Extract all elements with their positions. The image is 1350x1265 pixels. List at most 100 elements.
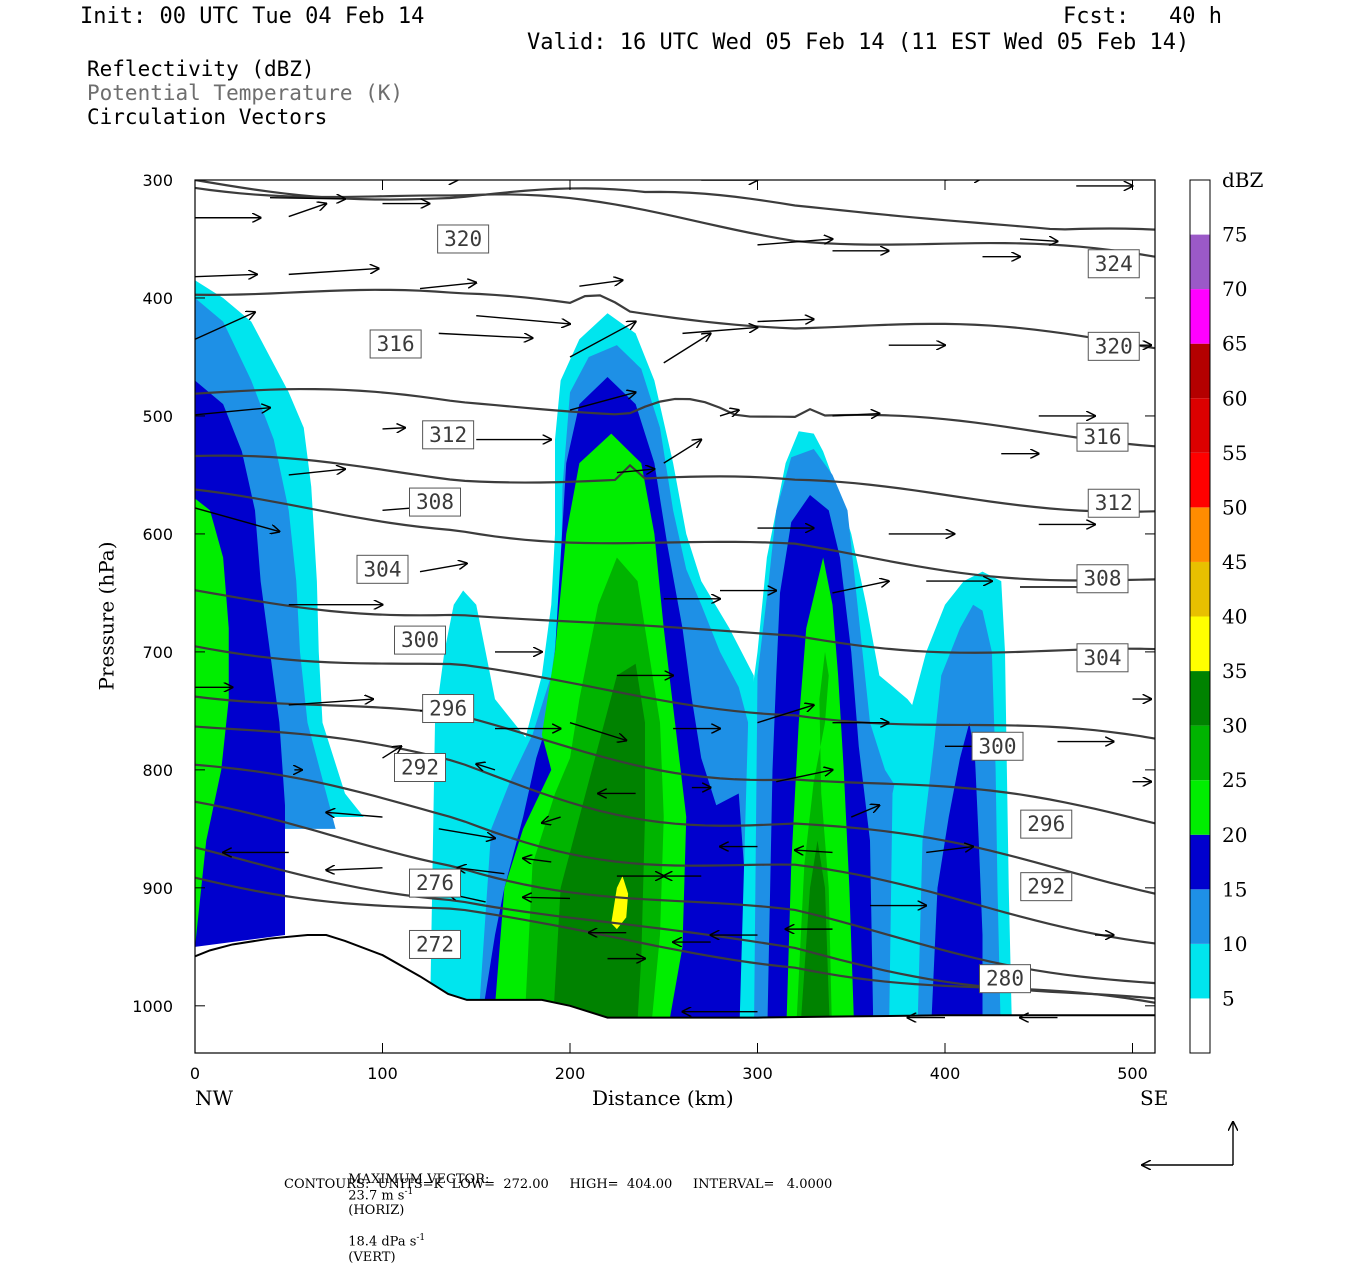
max-vector-vert: 18.4 dPa s bbox=[348, 1234, 417, 1250]
theta-label-box bbox=[1087, 249, 1140, 279]
theta-label: 296 bbox=[429, 697, 467, 721]
circulation-vector bbox=[926, 847, 973, 854]
colorbar-label: 20 bbox=[1222, 823, 1247, 847]
theta-contour-312 bbox=[195, 387, 1155, 448]
circulation-vector bbox=[195, 274, 257, 276]
cell-mid-level-30-fill bbox=[798, 840, 831, 1053]
theta-label: 316 bbox=[377, 332, 415, 356]
colorbar-swatch bbox=[1190, 180, 1210, 235]
theta-label: 272 bbox=[416, 932, 454, 956]
theta-label-box bbox=[1076, 422, 1129, 452]
colorbar-swatch bbox=[1190, 834, 1210, 890]
colorbar-label: 75 bbox=[1222, 223, 1247, 247]
y-tick-label: 700 bbox=[142, 643, 173, 662]
theta-label: 324 bbox=[1095, 252, 1133, 276]
theta-label-box bbox=[356, 554, 409, 584]
circulation-vector bbox=[579, 280, 622, 287]
x-tick-label: 400 bbox=[930, 1064, 961, 1083]
cell-se bbox=[888, 571, 1013, 1053]
colorbar-frame bbox=[1189, 179, 1211, 1054]
circulation-vector bbox=[832, 581, 889, 594]
x-tick-label: 300 bbox=[742, 1064, 773, 1083]
y-tick-label: 500 bbox=[142, 407, 173, 426]
theta-contour-320 bbox=[195, 180, 1155, 231]
x-tick-label: 0 bbox=[190, 1064, 200, 1083]
colorbar-units: dBZ bbox=[1222, 168, 1264, 192]
x-tick-label: 200 bbox=[555, 1064, 586, 1083]
circulation-vector bbox=[1001, 156, 1076, 158]
theta-label-box bbox=[1087, 488, 1140, 518]
theta-label: 280 bbox=[986, 967, 1024, 991]
colorbar-label: 15 bbox=[1222, 877, 1247, 901]
circulation-vector bbox=[832, 414, 880, 416]
circulation-vector bbox=[382, 746, 402, 759]
y-tick-label: 800 bbox=[142, 761, 173, 780]
max-vector-vert-tag: (VERT) bbox=[348, 1249, 396, 1265]
colorbar-swatch bbox=[1190, 780, 1210, 835]
colorbar-label: 5 bbox=[1222, 986, 1235, 1010]
colorbar-swatch bbox=[1190, 889, 1210, 944]
theta-label: 300 bbox=[401, 628, 439, 652]
theta-contour-308 bbox=[195, 454, 1155, 513]
colorbar-swatch bbox=[1190, 671, 1210, 726]
colorbar-label: 60 bbox=[1222, 386, 1247, 410]
cell-se-level-15-fill bbox=[930, 722, 983, 1053]
colorbar-swatch bbox=[1190, 616, 1210, 672]
y-tick-label: 300 bbox=[142, 171, 173, 190]
theta-label: 304 bbox=[1084, 646, 1122, 670]
theta-label-box bbox=[409, 868, 461, 898]
circulation-vector bbox=[419, 563, 467, 573]
colorbar-swatch bbox=[1190, 561, 1210, 617]
theta-label-box bbox=[1020, 872, 1073, 902]
circulation-vector bbox=[288, 204, 327, 218]
circulation-vector bbox=[476, 764, 496, 770]
theta-contour-288 bbox=[195, 725, 1155, 895]
theta-contour-296 bbox=[195, 645, 1155, 740]
theta-label-box bbox=[422, 420, 475, 450]
theta-label-box bbox=[1076, 643, 1129, 673]
theta-label: 308 bbox=[1084, 567, 1122, 591]
circulation-vector bbox=[195, 312, 255, 340]
circulation-vector bbox=[326, 868, 383, 870]
theta-label: 320 bbox=[444, 227, 482, 251]
y-tick-label: 900 bbox=[142, 879, 173, 898]
x-tick-label: 500 bbox=[1117, 1064, 1148, 1083]
theta-label: 300 bbox=[979, 734, 1017, 758]
colorbar-label: 50 bbox=[1222, 495, 1247, 519]
theta-label: 312 bbox=[1095, 491, 1133, 515]
x-axis-title: Distance (km) bbox=[592, 1086, 734, 1110]
circulation-vector bbox=[542, 166, 598, 172]
colorbar-label: 35 bbox=[1222, 659, 1247, 683]
circulation-vector bbox=[288, 268, 379, 276]
theta-label: 320 bbox=[1095, 334, 1133, 358]
circulation-vector bbox=[542, 817, 561, 823]
colorbar-swatch bbox=[1190, 343, 1210, 399]
circulation-vector bbox=[757, 239, 833, 246]
forecast-hour: Fcst: 40 h bbox=[1063, 4, 1222, 29]
plot-frame bbox=[194, 179, 1156, 1054]
cross-section-chart: 2722762802922963003043083123163203002962… bbox=[132, 156, 1247, 1200]
theta-label-box bbox=[394, 625, 446, 655]
circulation-vector bbox=[438, 332, 533, 338]
circulation-vector bbox=[458, 868, 505, 875]
circulation-vector bbox=[757, 319, 814, 321]
legend-theta: Potential Temperature (K) bbox=[87, 81, 404, 105]
theta-label-box bbox=[1020, 809, 1073, 839]
circulation-vector bbox=[269, 198, 345, 199]
colorbar-swatch bbox=[1190, 943, 1210, 999]
colorbar-label: 25 bbox=[1222, 768, 1247, 792]
legend-vectors: Circulation Vectors bbox=[87, 105, 328, 129]
circulation-vector bbox=[382, 428, 406, 429]
theta-label: 304 bbox=[364, 557, 402, 581]
below-ground-mask bbox=[195, 935, 1155, 1053]
colorbar-label: 10 bbox=[1222, 932, 1247, 956]
y-tick-label: 600 bbox=[142, 525, 173, 544]
y-axis-title: Pressure (hPa) bbox=[94, 541, 119, 691]
legend-reflectivity: Reflectivity (dBZ) bbox=[87, 57, 315, 81]
circulation-vector bbox=[663, 440, 702, 464]
colorbar-label: 30 bbox=[1222, 714, 1247, 738]
colorbar-swatch bbox=[1190, 998, 1210, 1053]
cell-main bbox=[476, 313, 758, 1053]
colorbar-label: 65 bbox=[1222, 332, 1247, 356]
colorbar-swatch bbox=[1190, 507, 1210, 562]
